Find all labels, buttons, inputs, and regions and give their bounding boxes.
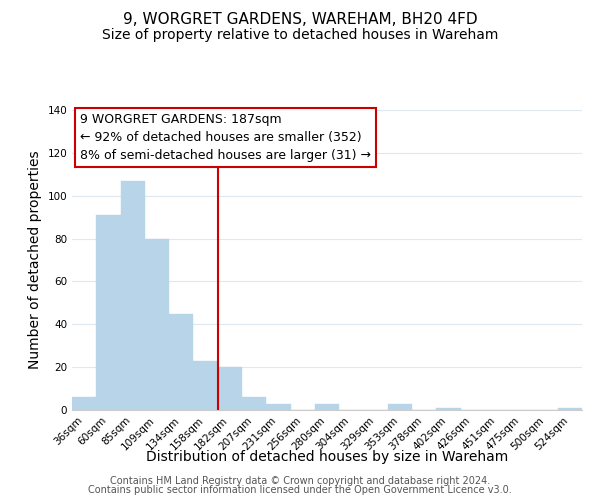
Bar <box>96 215 121 410</box>
Text: Contains HM Land Registry data © Crown copyright and database right 2024.: Contains HM Land Registry data © Crown c… <box>110 476 490 486</box>
Text: 9, WORGRET GARDENS, WAREHAM, BH20 4FD: 9, WORGRET GARDENS, WAREHAM, BH20 4FD <box>122 12 478 28</box>
Bar <box>388 404 412 410</box>
Bar <box>121 180 145 410</box>
Y-axis label: Number of detached properties: Number of detached properties <box>28 150 42 370</box>
Bar <box>242 397 266 410</box>
Text: Size of property relative to detached houses in Wareham: Size of property relative to detached ho… <box>102 28 498 42</box>
Bar <box>169 314 193 410</box>
Bar <box>145 238 169 410</box>
Bar <box>315 404 339 410</box>
Bar <box>266 404 290 410</box>
Text: Contains public sector information licensed under the Open Government Licence v3: Contains public sector information licen… <box>88 485 512 495</box>
Bar <box>72 397 96 410</box>
Bar <box>436 408 461 410</box>
Bar <box>218 367 242 410</box>
Bar <box>558 408 582 410</box>
Text: 9 WORGRET GARDENS: 187sqm
← 92% of detached houses are smaller (352)
8% of semi-: 9 WORGRET GARDENS: 187sqm ← 92% of detac… <box>80 113 371 162</box>
Bar <box>193 360 218 410</box>
Text: Distribution of detached houses by size in Wareham: Distribution of detached houses by size … <box>146 450 508 464</box>
